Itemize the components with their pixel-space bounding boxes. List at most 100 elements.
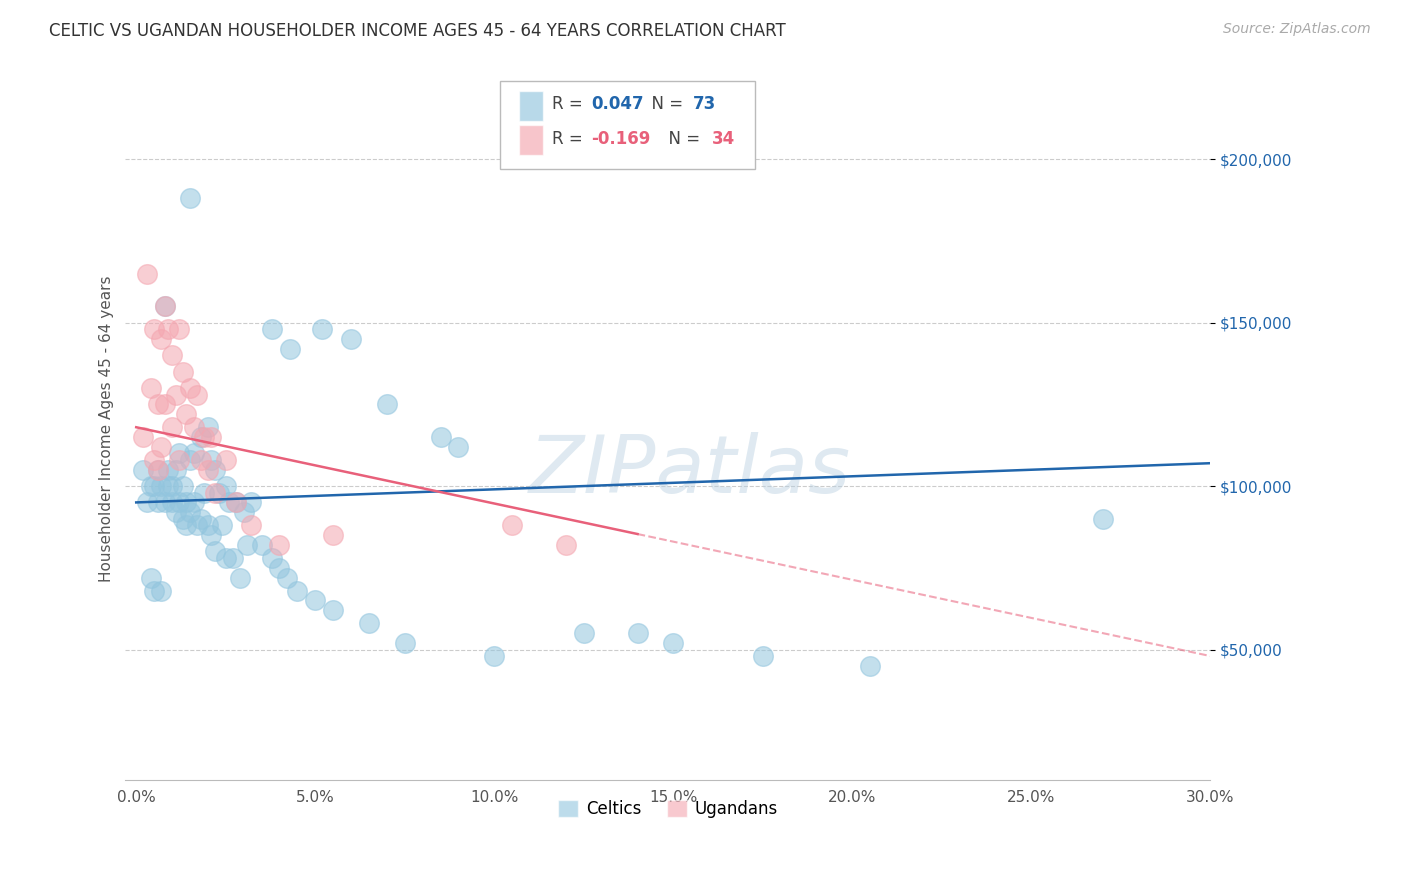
Point — [153, 299, 176, 313]
Point — [153, 299, 176, 313]
Point — [143, 322, 166, 336]
Point — [190, 512, 212, 526]
Point — [204, 544, 226, 558]
Point — [375, 397, 398, 411]
Text: R =: R = — [553, 129, 588, 147]
Text: 73: 73 — [693, 95, 716, 113]
Point — [150, 332, 173, 346]
Point — [190, 453, 212, 467]
Point — [160, 495, 183, 509]
Point — [340, 332, 363, 346]
Point — [484, 649, 506, 664]
Point — [176, 407, 198, 421]
Point — [136, 267, 159, 281]
Point — [239, 495, 262, 509]
Point — [183, 495, 205, 509]
Point — [555, 538, 578, 552]
Point — [179, 505, 201, 519]
Point — [176, 518, 198, 533]
Point — [186, 518, 208, 533]
Point — [146, 463, 169, 477]
Point — [311, 322, 333, 336]
Point — [262, 551, 284, 566]
Point — [204, 463, 226, 477]
Text: R =: R = — [553, 95, 588, 113]
Point — [229, 571, 252, 585]
Point — [218, 495, 240, 509]
Point — [200, 430, 222, 444]
Point — [207, 485, 229, 500]
Point — [222, 551, 245, 566]
Point — [146, 397, 169, 411]
Point — [139, 479, 162, 493]
Point — [236, 538, 259, 552]
Point — [143, 583, 166, 598]
Point — [183, 420, 205, 434]
Point — [752, 649, 775, 664]
Point — [269, 561, 291, 575]
Point — [167, 495, 190, 509]
Point — [150, 479, 173, 493]
FancyBboxPatch shape — [519, 125, 543, 154]
Text: N =: N = — [641, 95, 688, 113]
Point — [239, 518, 262, 533]
Point — [165, 387, 187, 401]
Point — [157, 479, 180, 493]
Point — [232, 505, 254, 519]
Point — [153, 397, 176, 411]
Point — [176, 495, 198, 509]
Point — [172, 479, 194, 493]
Text: ZIPatlas: ZIPatlas — [529, 432, 851, 510]
Point — [269, 538, 291, 552]
Point — [186, 387, 208, 401]
Point — [215, 551, 238, 566]
Point — [1092, 512, 1115, 526]
Point — [859, 659, 882, 673]
Point — [172, 365, 194, 379]
Point — [204, 485, 226, 500]
Point — [429, 430, 451, 444]
Point — [278, 342, 301, 356]
Point — [172, 512, 194, 526]
Point — [146, 495, 169, 509]
Point — [157, 322, 180, 336]
Point — [225, 495, 247, 509]
Point — [193, 430, 215, 444]
Text: 34: 34 — [711, 129, 734, 147]
Legend: Celtics, Ugandans: Celtics, Ugandans — [551, 793, 785, 825]
Point — [357, 616, 380, 631]
Point — [190, 430, 212, 444]
FancyBboxPatch shape — [499, 81, 755, 169]
Text: 0.047: 0.047 — [591, 95, 644, 113]
Point — [139, 571, 162, 585]
Point — [193, 485, 215, 500]
Point — [200, 528, 222, 542]
Point — [165, 505, 187, 519]
Point — [143, 453, 166, 467]
Point — [225, 495, 247, 509]
Point — [167, 446, 190, 460]
Point — [662, 636, 685, 650]
Point — [132, 430, 155, 444]
Point — [262, 322, 284, 336]
Point — [160, 479, 183, 493]
Point — [183, 446, 205, 460]
Point — [179, 191, 201, 205]
Point — [250, 538, 273, 552]
Point — [150, 440, 173, 454]
Point — [501, 518, 523, 533]
Point — [215, 453, 238, 467]
Point — [572, 626, 595, 640]
Point — [322, 603, 344, 617]
Point — [157, 463, 180, 477]
Point — [197, 420, 219, 434]
Point — [160, 348, 183, 362]
Point — [165, 463, 187, 477]
Y-axis label: Householder Income Ages 45 - 64 years: Householder Income Ages 45 - 64 years — [100, 276, 114, 582]
Point — [139, 381, 162, 395]
Point — [197, 463, 219, 477]
Point — [150, 583, 173, 598]
Point — [304, 593, 326, 607]
Point — [211, 518, 233, 533]
Point — [146, 463, 169, 477]
